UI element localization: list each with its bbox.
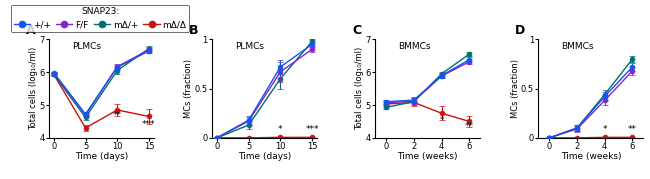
X-axis label: Time (days): Time (days) bbox=[238, 152, 291, 161]
Text: BMMCs: BMMCs bbox=[562, 42, 594, 51]
Text: ***: *** bbox=[142, 120, 156, 129]
X-axis label: Time (weeks): Time (weeks) bbox=[397, 152, 458, 161]
Y-axis label: MCs (fraction): MCs (fraction) bbox=[510, 59, 519, 118]
Text: **: ** bbox=[465, 122, 474, 131]
Text: A: A bbox=[25, 24, 35, 37]
Text: **: ** bbox=[112, 111, 122, 120]
Text: BMMCs: BMMCs bbox=[398, 42, 431, 51]
Text: *: * bbox=[603, 125, 607, 134]
Text: *: * bbox=[278, 125, 283, 134]
Text: C: C bbox=[352, 24, 361, 37]
Y-axis label: MCs (fraction): MCs (fraction) bbox=[184, 59, 193, 118]
Y-axis label: Total cells (log₁₀/ml): Total cells (log₁₀/ml) bbox=[29, 47, 38, 130]
Text: *: * bbox=[439, 116, 444, 125]
Y-axis label: Total cells (log₁₀/ml): Total cells (log₁₀/ml) bbox=[355, 47, 364, 130]
Text: PLMCs: PLMCs bbox=[235, 42, 264, 51]
X-axis label: Time (days): Time (days) bbox=[75, 152, 128, 161]
Text: PLMCs: PLMCs bbox=[72, 42, 101, 51]
Text: ***: *** bbox=[306, 125, 319, 134]
Text: D: D bbox=[515, 24, 525, 37]
Text: **: ** bbox=[628, 125, 637, 134]
X-axis label: Time (weeks): Time (weeks) bbox=[560, 152, 621, 161]
Legend: +/+, F/F, mΔ/+, mΔ/Δ: +/+, F/F, mΔ/+, mΔ/Δ bbox=[11, 4, 189, 32]
Text: B: B bbox=[188, 24, 198, 37]
